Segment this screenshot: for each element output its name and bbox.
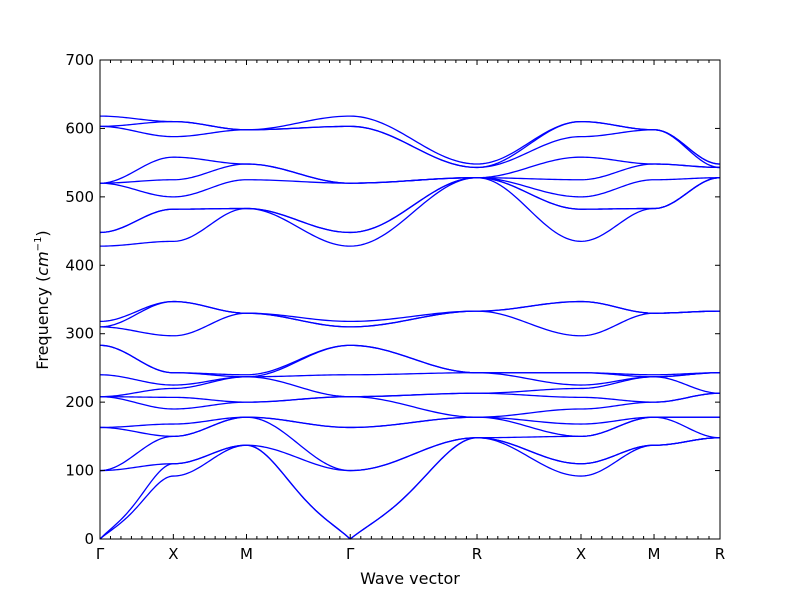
phonon-band-line bbox=[99, 177, 721, 234]
x-axis-label: Wave vector bbox=[360, 569, 460, 588]
y-tick-label: 300 bbox=[65, 325, 94, 343]
y-tick-label: 700 bbox=[65, 51, 94, 69]
x-tick-label: R bbox=[472, 545, 482, 563]
plot-frame bbox=[99, 59, 721, 540]
y-tick-label: 600 bbox=[65, 119, 94, 137]
x-tick-label: Γ bbox=[96, 545, 105, 563]
x-tick-label: X bbox=[168, 545, 178, 563]
y-axis-label-suffix: ) bbox=[33, 230, 52, 236]
y-axis-label-exponent: −1 bbox=[33, 237, 44, 252]
x-tick-label: Γ bbox=[346, 545, 355, 563]
phonon-band-line bbox=[99, 416, 720, 429]
x-tick-label: M bbox=[648, 545, 661, 563]
x-tick-label: R bbox=[715, 545, 725, 563]
y-tick-label: 200 bbox=[65, 393, 94, 411]
x-tick-label: M bbox=[240, 545, 253, 563]
phonon-band-line bbox=[99, 156, 720, 184]
phonon-band-line bbox=[99, 177, 721, 247]
phonon-band-line bbox=[99, 344, 720, 376]
y-axis-label: Frequency (cm−1) bbox=[33, 230, 52, 369]
y-tick-label: 500 bbox=[65, 188, 94, 206]
y-axis-label-unit: cm bbox=[33, 251, 52, 275]
y-axis-label-prefix: Frequency ( bbox=[33, 276, 52, 370]
band-lines bbox=[99, 115, 721, 540]
phonon-band-line bbox=[99, 372, 721, 386]
y-tick-label: 100 bbox=[65, 462, 94, 480]
y-tick-label: 0 bbox=[84, 530, 94, 548]
phonon-band-line bbox=[99, 115, 721, 165]
phonon-band-line bbox=[99, 392, 721, 418]
y-axis-ticks: 0 100 200 300 400 500 600 700 bbox=[65, 51, 720, 548]
phonon-band-line bbox=[99, 300, 721, 323]
x-tick-label: X bbox=[576, 545, 586, 563]
y-tick-label: 400 bbox=[65, 256, 94, 274]
